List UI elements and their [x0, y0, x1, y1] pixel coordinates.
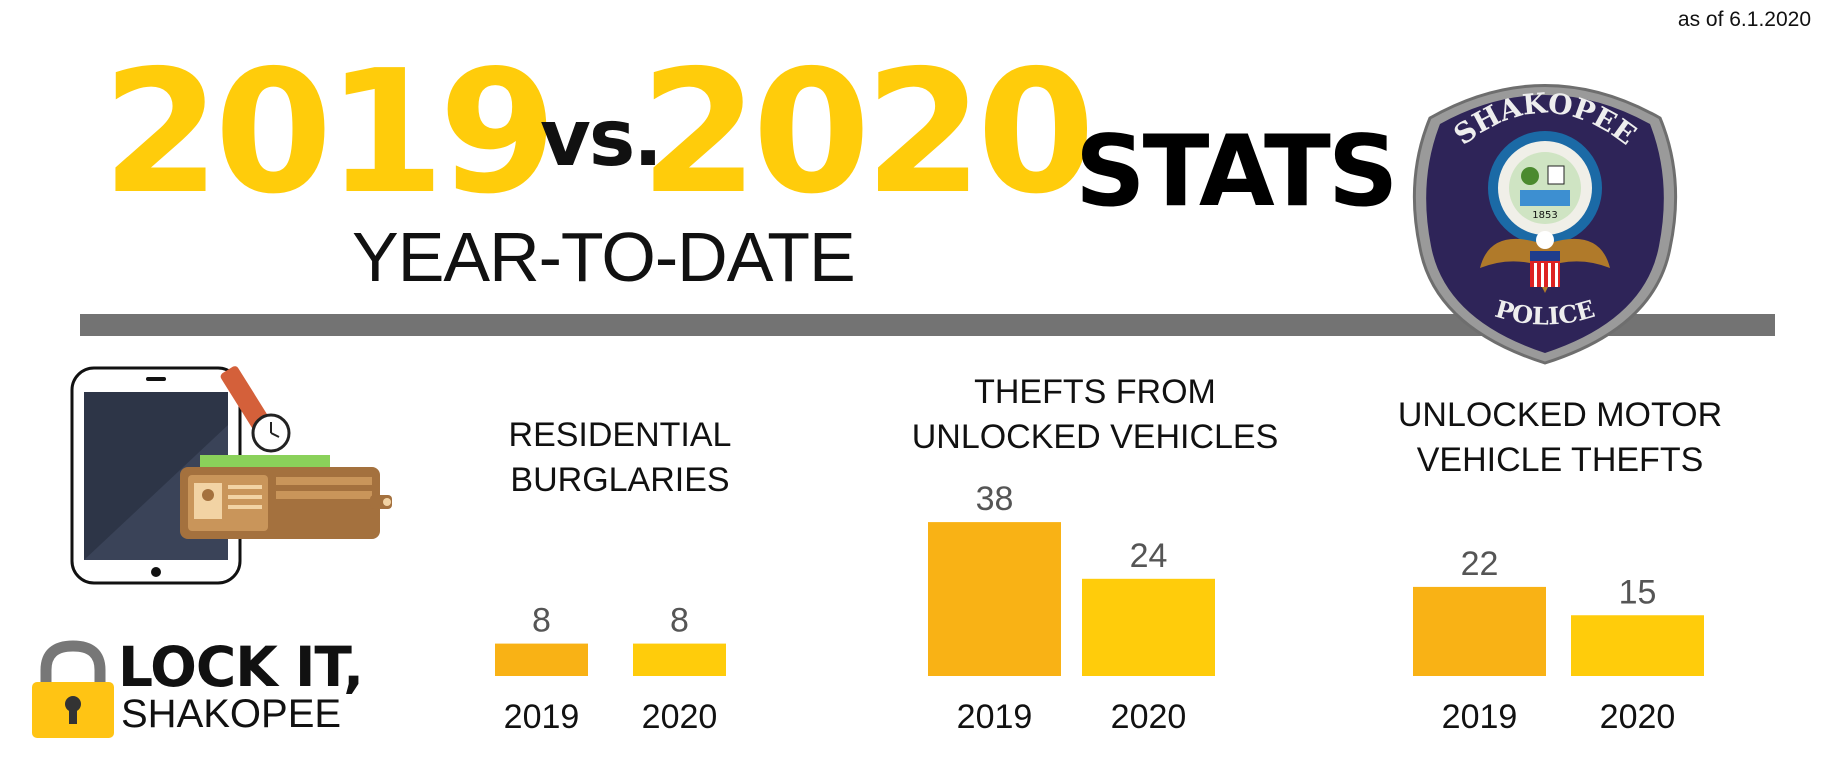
padlock-icon: [32, 640, 114, 738]
wallet-icon: [180, 455, 392, 539]
category-label-2019: 2019: [1442, 698, 1518, 736]
campaign-line-1: LOCK IT,: [118, 635, 364, 699]
data-label-2019: 38: [976, 480, 1014, 518]
chart-title-line: UNLOCKED VEHICLES: [911, 418, 1279, 456]
data-label-2019: 8: [532, 602, 551, 640]
bar-2019: [1413, 586, 1546, 676]
category-label-2020: 2020: [642, 698, 718, 736]
bar-2019: [928, 522, 1061, 676]
bar-2020: [633, 643, 726, 676]
bar-2020: [1571, 615, 1704, 676]
bar-2020: [1082, 578, 1215, 676]
headline-year-2019: 2019: [102, 34, 557, 232]
police-badge-icon: SHAKOPEE 1853 POLICE: [1412, 84, 1678, 365]
category-label-2020: 2020: [1600, 698, 1676, 736]
data-label-2020: 8: [670, 602, 689, 640]
chart-residential-burglaries: 8 2019 8 2020: [495, 602, 726, 736]
chart-title-line: UNLOCKED MOTOR: [1397, 396, 1723, 434]
chart-unlocked-motor-vehicle-thefts: 22 2019 15 2020: [1413, 545, 1704, 736]
category-label-2019: 2019: [504, 698, 580, 736]
chart-title-vehicle-thefts: THEFTS FROM UNLOCKED VEHICLES: [880, 370, 1310, 460]
chart-title-motor-vehicle-thefts: UNLOCKED MOTOR VEHICLE THEFTS: [1345, 393, 1775, 483]
watch-icon: [220, 366, 291, 453]
chart-title-burglaries: RESIDENTIAL BURGLARIES: [405, 413, 835, 503]
chart-title-line: RESIDENTIAL BURGLARIES: [508, 416, 732, 499]
headline-vs: vs.: [540, 94, 663, 184]
category-label-2020: 2020: [1111, 698, 1187, 736]
bar-2019: [495, 643, 588, 676]
headline-subtitle: YEAR-TO-DATE: [352, 218, 856, 296]
chart-title-line: THEFTS FROM: [974, 373, 1216, 411]
campaign-line-2: SHAKOPEE: [121, 692, 342, 736]
valuables-illustration: [70, 366, 392, 585]
badge-seal-year: 1853: [1532, 210, 1557, 221]
category-label-2019: 2019: [957, 698, 1033, 736]
chart-title-line: VEHICLE THEFTS: [1416, 441, 1704, 479]
data-label-2020: 24: [1130, 537, 1168, 575]
headline-stats: STATS: [1075, 115, 1398, 229]
data-label-2020: 15: [1619, 573, 1657, 611]
chart-thefts-from-unlocked-vehicles: 38 2019 24 2020: [928, 480, 1215, 736]
headline-year-2020: 2020: [640, 34, 1095, 232]
as-of-date: as of 6.1.2020: [1677, 8, 1811, 31]
divider-bar: [80, 314, 1775, 336]
data-label-2019: 22: [1461, 545, 1499, 583]
